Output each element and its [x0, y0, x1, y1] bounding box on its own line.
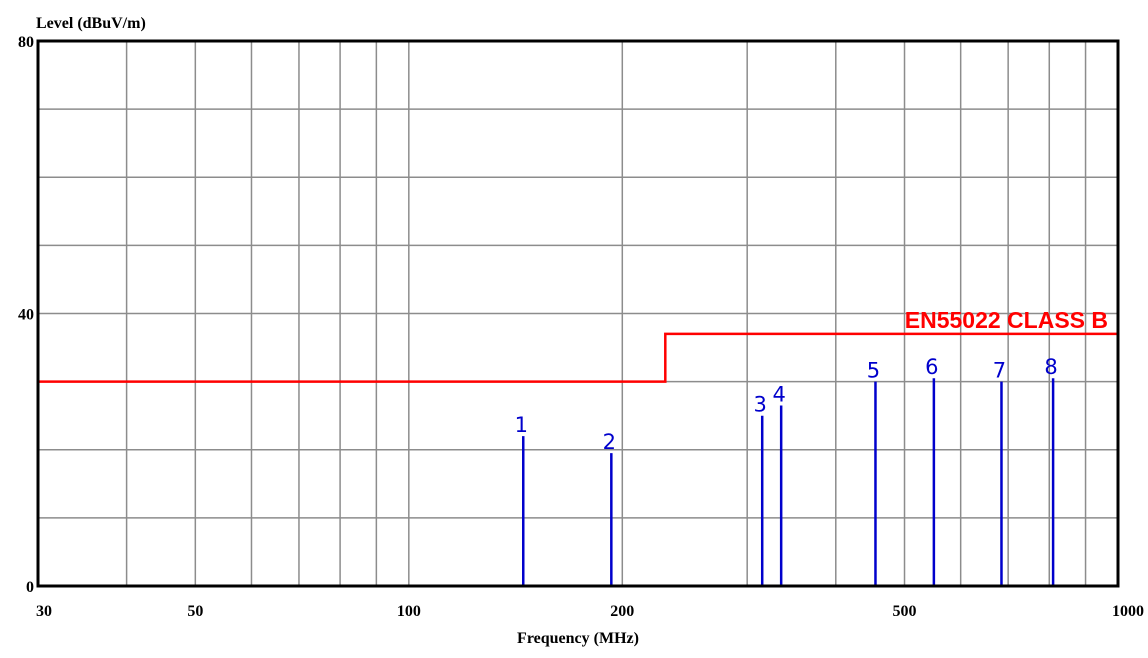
marker-8-label: 8	[1044, 355, 1057, 379]
markers-group: 1 2 3 4 5 6 7 8	[515, 355, 1058, 586]
x-tick-label: 200	[610, 603, 634, 620]
y-tick-label: 80	[18, 34, 34, 51]
limit-line-group	[38, 332, 1118, 383]
x-ticks: 30 50 100 200 500 1000	[36, 603, 1144, 620]
marker-2-label: 2	[603, 430, 616, 454]
limit-line	[38, 332, 1118, 383]
x-tick-label: 1000	[1112, 603, 1144, 620]
y-tick-label: 0	[26, 579, 34, 596]
y-axis-label: Level (dBuV/m)	[36, 15, 146, 32]
y-tick-label: 40	[18, 307, 34, 324]
marker-7-label: 7	[993, 359, 1006, 383]
x-axis-label: Frequency (MHz)	[517, 630, 639, 647]
x-tick-label: 50	[187, 603, 203, 620]
marker-5-label: 5	[867, 359, 880, 383]
x-tick-label: 30	[36, 603, 52, 620]
limit-line-label: EN55022 CLASS B	[905, 307, 1108, 333]
plot-frame	[36, 39, 1120, 588]
marker-1-label: 1	[515, 413, 528, 437]
marker-3-label: 3	[754, 393, 767, 417]
x-tick-label: 100	[397, 603, 421, 620]
marker-4-label: 4	[772, 382, 785, 406]
x-tick-label: 500	[893, 603, 917, 620]
y-ticks: 0 40 80	[18, 34, 34, 596]
marker-6-label: 6	[925, 355, 938, 379]
